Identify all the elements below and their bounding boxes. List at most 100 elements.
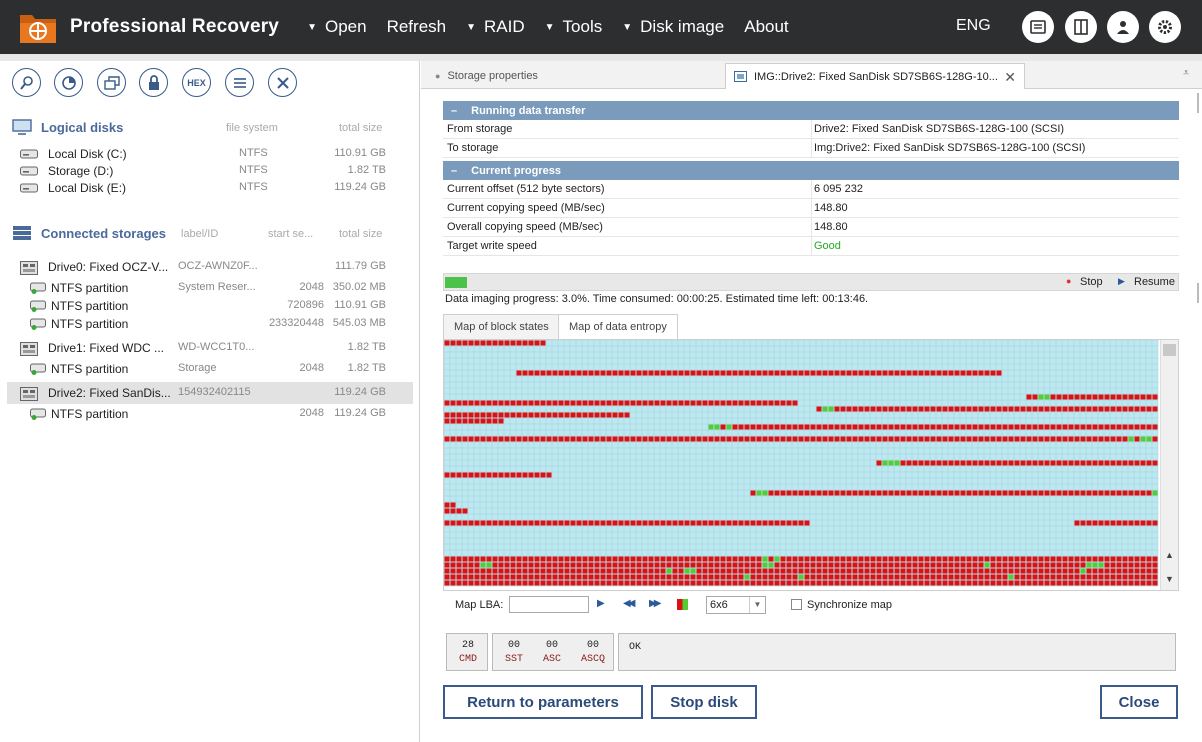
tab-map-block-states[interactable]: Map of block states [443, 314, 560, 340]
logical-disks-heading: Logical disks [12, 119, 123, 135]
top-bar: Professional Recovery ▼ Open Refresh ▼ RAID ▼… [0, 0, 1202, 54]
hex-icon[interactable]: HEX [182, 68, 211, 97]
offset-row: Current offset (512 byte sectors) 6 095 2… [443, 179, 1179, 199]
image-tab-icon [734, 71, 747, 82]
imaging-pane: ● Storage properties IMG::Drive2: Fixed … [421, 61, 1202, 742]
storage-partition-item[interactable]: NTFS partition Storage 2048 1.82 TB [0, 360, 413, 378]
storage-partition-item[interactable]: NTFS partition System Reser... 2048 350.02 … [0, 279, 413, 297]
pane-scrollbar[interactable] [1195, 93, 1202, 733]
close-button[interactable]: Close [1100, 685, 1178, 719]
storage-drive-item[interactable]: Drive2: Fixed SanDis... 154932402115 119.2… [7, 382, 413, 404]
chevron-down-icon[interactable]: ▼ [749, 597, 765, 613]
partition-icon [30, 318, 46, 333]
caret-down-icon: ▼ [466, 21, 477, 33]
settings-gear-icon[interactable] [1149, 11, 1181, 43]
map-lba-label: Map LBA: [455, 599, 504, 611]
monitor-icon [12, 119, 32, 135]
entropy-map: ▲ ▼ [443, 339, 1179, 591]
menu-about[interactable]: About [744, 17, 789, 36]
rewind-icon[interactable]: ◀◀ [623, 598, 636, 609]
partition-icon [30, 408, 46, 423]
menu-disk-image[interactable]: ▼ Disk image [622, 17, 725, 36]
main-menu: ▼ Open Refresh ▼ RAID ▼ Tools ▼ Disk image About [307, 0, 809, 54]
status-message-box: OK [618, 633, 1176, 671]
hard-disk-icon [20, 261, 38, 278]
lock-icon[interactable] [139, 68, 168, 97]
storage-drive-item[interactable]: Drive0: Fixed OCZ-V... OCZ-AWNZ0F... 111.7… [0, 256, 413, 278]
block-size-select[interactable]: 6x6 ▼ [706, 596, 766, 614]
col-total-size-storages: total size [339, 228, 383, 240]
running-transfer-table: – Running data transfer From storage Drive… [443, 101, 1179, 158]
list-icon[interactable] [225, 68, 254, 97]
imaging-progress-bar: ● Stop ▶ Resume [443, 273, 1179, 291]
hard-disk-icon [20, 342, 38, 359]
stop-icon[interactable]: ● [1066, 276, 1072, 286]
cmd-box: 28 CMD [446, 633, 488, 671]
map-legend-icon[interactable] [677, 599, 688, 610]
sense-box: 00 SST 00 ASC 00 ASCQ [492, 633, 614, 671]
storage-partition-item[interactable]: NTFS partition 720896 110.91 GB [0, 297, 413, 315]
entropy-map-canvas[interactable] [444, 340, 1160, 590]
overall-speed-row: Overall copying speed (MB/sec) 148.80 [443, 217, 1179, 237]
logical-disk-icon [20, 148, 38, 162]
storage-partition-item[interactable]: NTFS partition 2048 119.24 GB [0, 405, 413, 423]
current-speed-row: Current copying speed (MB/sec) 148.80 [443, 198, 1179, 218]
user-icon[interactable] [1107, 11, 1139, 43]
running-transfer-header[interactable]: – Running data transfer [443, 101, 1179, 120]
go-icon[interactable]: ▶ [597, 598, 605, 609]
pane-scroll-thumb[interactable] [1197, 93, 1199, 113]
tab-map-data-entropy[interactable]: Map of data entropy [558, 314, 678, 340]
sync-map-checkbox[interactable] [791, 599, 802, 610]
return-to-parameters-button[interactable]: Return to parameters [443, 685, 643, 719]
caret-down-icon: ▼ [544, 21, 555, 33]
storage-partition-item[interactable]: NTFS partition 233320448 545.03 MB [0, 315, 413, 333]
find-icon[interactable] [12, 68, 41, 97]
col-label-id: label/ID [181, 228, 219, 240]
stop-disk-button[interactable]: Stop disk [651, 685, 757, 719]
logical-disk-item[interactable]: Local Disk (C:) NTFS 110.91 GB [0, 145, 413, 163]
menu-tools[interactable]: ▼ Tools [544, 17, 603, 36]
app-title: Professional Recovery [70, 16, 280, 37]
partition-icon [30, 282, 46, 297]
caret-down-icon: ▼ [622, 21, 633, 33]
close-icon[interactable] [268, 68, 297, 97]
tab-image[interactable]: IMG::Drive2: Fixed SanDisk SD7SB6S-128G-… [725, 63, 1025, 89]
partition-icon [30, 300, 46, 315]
map-scroll-thumb[interactable] [1163, 344, 1176, 356]
map-controls: Map LBA: ▶ ◀◀ ▶▶ 6x6 ▼ Synchronize map [443, 592, 1179, 620]
storages-icon [13, 226, 31, 240]
partition-icon [30, 363, 46, 378]
dot-icon: ● [435, 71, 441, 81]
pane-scroll-thumb-2[interactable] [1197, 283, 1199, 303]
panel-toggle-icon[interactable] [1065, 11, 1097, 43]
progress-fill [445, 277, 467, 288]
scan-icon[interactable] [54, 68, 83, 97]
connected-storages-heading: Connected storages [12, 225, 166, 241]
map-scrollbar[interactable]: ▲ ▼ [1160, 340, 1178, 590]
messages-icon[interactable] [1022, 11, 1054, 43]
to-storage-row: To storage Img:Drive2: Fixed SanDisk SD7S… [443, 138, 1179, 158]
storage-drive-item[interactable]: Drive1: Fixed WDC ... WD-WCC1T0... 1.82 TB [0, 337, 413, 359]
tabs-menu-icon[interactable]: ⩡ [1183, 67, 1190, 79]
resume-button[interactable]: Resume [1134, 276, 1175, 288]
logical-disk-item[interactable]: Storage (D:) NTFS 1.82 TB [0, 162, 413, 180]
write-speed-value: Good [814, 240, 841, 252]
menu-raid[interactable]: ▼ RAID [466, 17, 525, 36]
logical-disk-item[interactable]: Local Disk (E:) NTFS 119.24 GB [0, 179, 413, 197]
language-selector[interactable]: ENG [956, 17, 991, 34]
resume-icon[interactable]: ▶ [1118, 276, 1125, 286]
menu-refresh[interactable]: Refresh [386, 17, 447, 36]
scroll-up-icon[interactable]: ▲ [1165, 550, 1174, 560]
tab-close-icon[interactable]: ✕ [1004, 69, 1016, 85]
imaging-status-text: Data imaging progress: 3.0%. Time consum… [445, 293, 869, 305]
stop-button[interactable]: Stop [1080, 276, 1103, 288]
logical-disk-icon [20, 182, 38, 196]
menu-open[interactable]: ▼ Open [307, 17, 367, 36]
tab-storage-properties[interactable]: ● Storage properties [435, 70, 538, 82]
scroll-down-icon[interactable]: ▼ [1165, 574, 1174, 584]
col-file-system: file system [226, 122, 278, 134]
current-progress-header[interactable]: – Current progress [443, 161, 1179, 180]
copy-icon[interactable] [97, 68, 126, 97]
fast-forward-icon[interactable]: ▶▶ [649, 598, 662, 609]
map-lba-input[interactable] [509, 596, 589, 613]
